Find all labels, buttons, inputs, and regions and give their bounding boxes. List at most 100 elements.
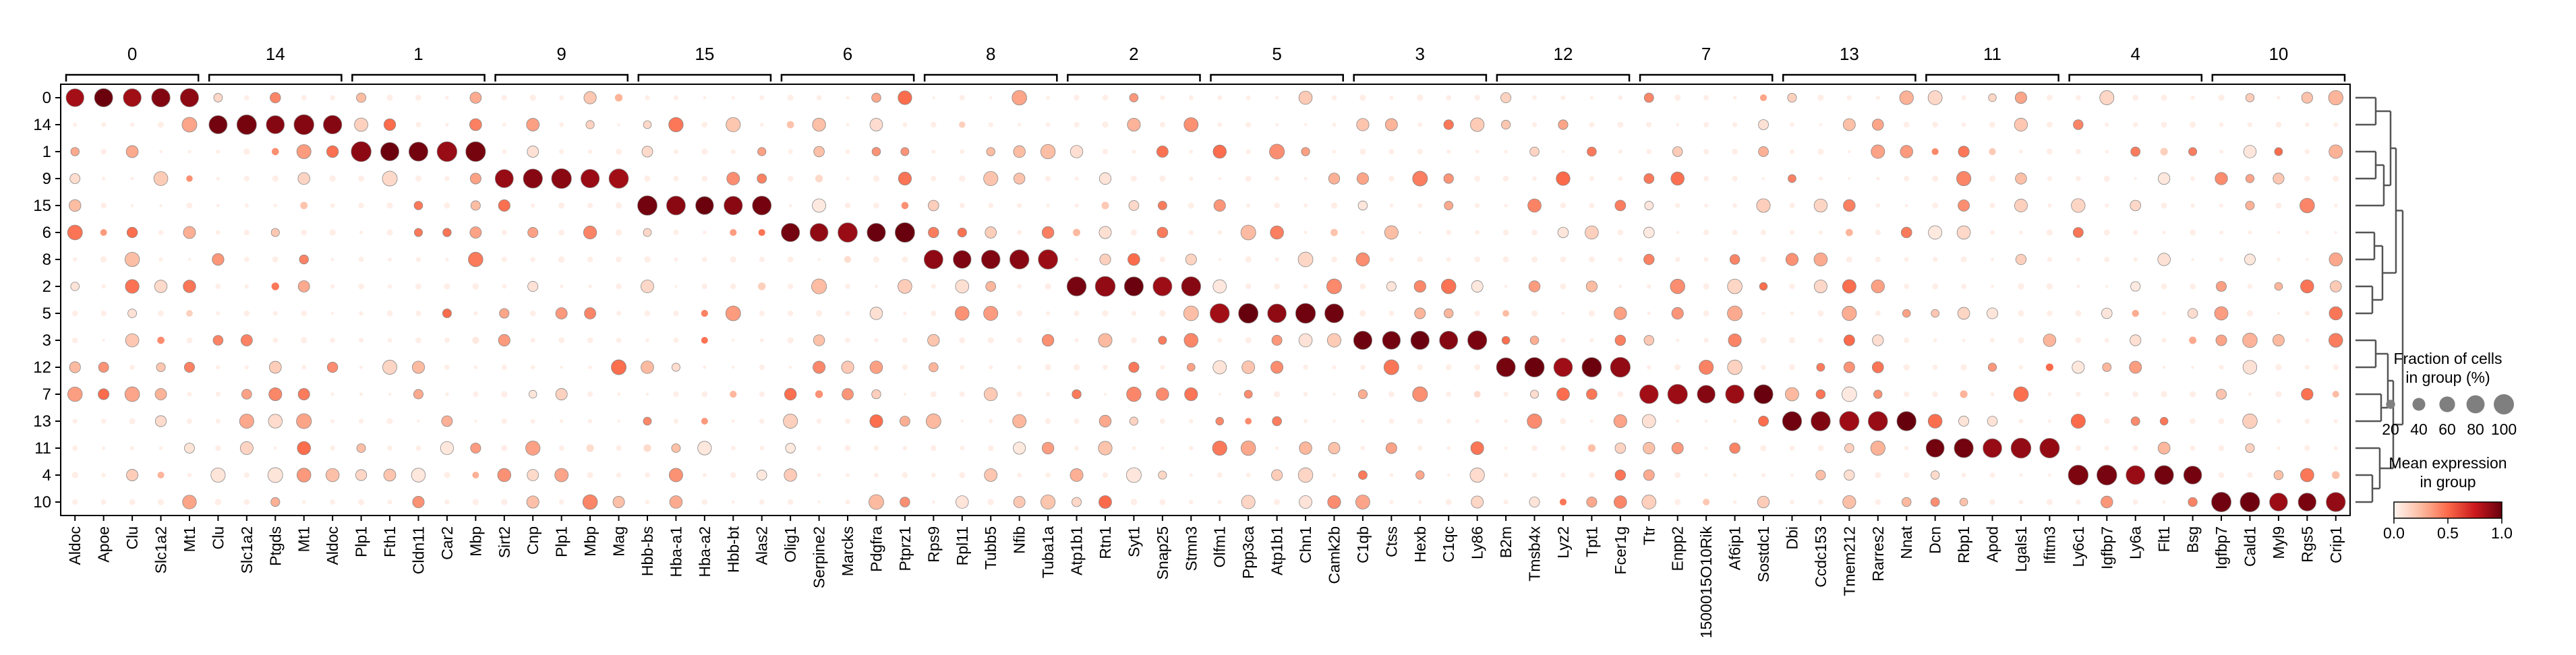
column-label: Dbi — [1783, 526, 1801, 550]
dot — [387, 499, 392, 505]
dot — [2076, 392, 2081, 397]
dot — [1813, 280, 1827, 293]
dot — [1417, 256, 1423, 263]
dot — [1531, 229, 1538, 236]
dot — [2214, 306, 2229, 321]
dot — [157, 121, 165, 128]
dot — [1183, 305, 1199, 321]
column-label: Mbp — [467, 526, 484, 557]
dot — [2018, 283, 2024, 290]
dot — [1727, 305, 1743, 321]
dot — [902, 256, 908, 263]
dot — [2189, 336, 2197, 344]
dot — [873, 175, 880, 182]
dot — [1241, 361, 1256, 374]
dot — [156, 363, 166, 372]
dot — [1841, 386, 1857, 402]
dot — [784, 387, 797, 401]
dot — [330, 257, 334, 261]
dot — [1275, 123, 1279, 127]
dot — [502, 149, 507, 154]
dot — [759, 364, 765, 371]
dot — [1275, 96, 1279, 100]
dot — [759, 311, 765, 316]
dot — [1989, 148, 1996, 156]
dot — [1903, 472, 1910, 478]
dot — [873, 202, 879, 209]
dot — [1189, 150, 1194, 154]
dot — [931, 175, 937, 182]
dot — [184, 443, 195, 454]
dot — [1160, 365, 1165, 370]
column-label: Cldn11 — [409, 526, 427, 574]
column-label: Olig1 — [782, 526, 799, 563]
dot — [1903, 364, 1910, 371]
dot — [1729, 254, 1740, 265]
dot — [1703, 122, 1709, 127]
dot — [1238, 303, 1259, 323]
dot — [959, 203, 965, 208]
dot — [959, 121, 966, 128]
dot — [1474, 94, 1480, 101]
dot — [2304, 418, 2310, 424]
group-bracket — [65, 73, 200, 82]
group-bracket — [2068, 73, 2203, 82]
column-label: Lgals1 — [2012, 526, 2030, 572]
dot — [326, 361, 339, 373]
dot — [1013, 145, 1026, 158]
dot — [1099, 414, 1112, 428]
dot — [2304, 365, 2310, 370]
dot — [617, 123, 620, 127]
dot — [1504, 419, 1508, 423]
dot — [1931, 309, 1939, 318]
dot — [1272, 416, 1282, 427]
dot — [1961, 284, 1967, 289]
dot — [1817, 94, 1824, 101]
column-label: Lyz2 — [1554, 526, 1572, 559]
dot — [1956, 170, 1972, 187]
group-label: 5 — [1272, 44, 1281, 64]
dot — [301, 500, 306, 504]
dot — [1870, 440, 1885, 456]
dot — [2326, 492, 2346, 512]
dot — [644, 256, 651, 263]
dot — [1246, 472, 1251, 478]
dot — [695, 196, 714, 215]
dot — [387, 445, 392, 451]
dot — [1728, 333, 1742, 348]
dot — [1900, 226, 1912, 239]
dot — [2161, 121, 2167, 128]
dot — [215, 392, 221, 397]
dot — [2190, 121, 2196, 128]
dot — [615, 148, 622, 155]
dot — [329, 175, 336, 182]
dot — [815, 390, 823, 398]
dot — [1531, 310, 1538, 317]
dot — [1246, 203, 1251, 208]
dot — [501, 418, 507, 425]
dot — [1188, 445, 1194, 451]
dot — [2097, 464, 2117, 486]
dot — [2132, 445, 2138, 451]
dot — [1303, 418, 1308, 424]
dot — [2129, 361, 2142, 374]
dot — [1529, 146, 1540, 157]
dot — [1359, 283, 1366, 290]
dot — [465, 141, 486, 162]
dot — [1099, 253, 1111, 266]
dot — [1991, 284, 1994, 288]
column-label: Sostdc1 — [1755, 526, 1772, 582]
column-label: Tuba1a — [1039, 526, 1057, 578]
dot — [1990, 230, 1995, 235]
dot — [1674, 94, 1681, 101]
dot — [2277, 257, 2281, 261]
dot — [558, 256, 565, 263]
dot — [788, 204, 792, 208]
column-label: Hbb-bs — [639, 526, 656, 576]
dot — [71, 472, 78, 478]
dot — [1159, 418, 1165, 424]
dot — [1989, 121, 1995, 128]
dot — [1356, 118, 1370, 131]
dot — [845, 311, 850, 316]
column-label: Myl9 — [2270, 526, 2287, 559]
